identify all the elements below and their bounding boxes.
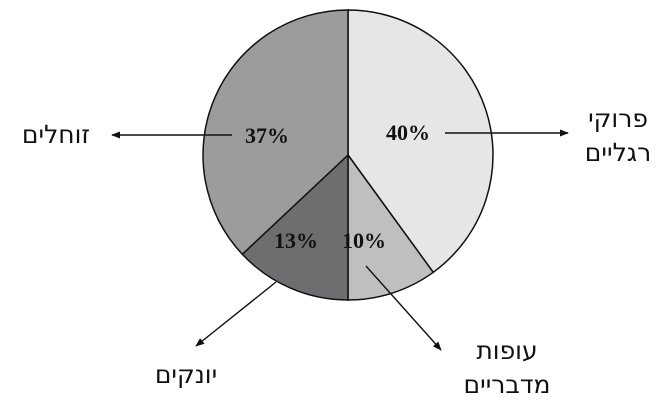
pie-slice — [347, 152, 435, 301]
category-label: עופות מדבריים — [464, 336, 551, 399]
value-label: 13% — [274, 228, 318, 253]
category-label: פרוקי רגליים — [585, 104, 651, 167]
pie-slice — [202, 9, 349, 256]
pie-slice — [347, 9, 494, 274]
pie-slice — [241, 153, 349, 301]
value-label: 10% — [342, 228, 386, 253]
arrow — [365, 265, 442, 351]
category-label: יונקים — [155, 360, 217, 389]
category-label: זוחלים — [22, 120, 90, 149]
value-label: 37% — [245, 123, 289, 148]
value-label: 40% — [386, 120, 430, 145]
arrow — [195, 281, 277, 347]
